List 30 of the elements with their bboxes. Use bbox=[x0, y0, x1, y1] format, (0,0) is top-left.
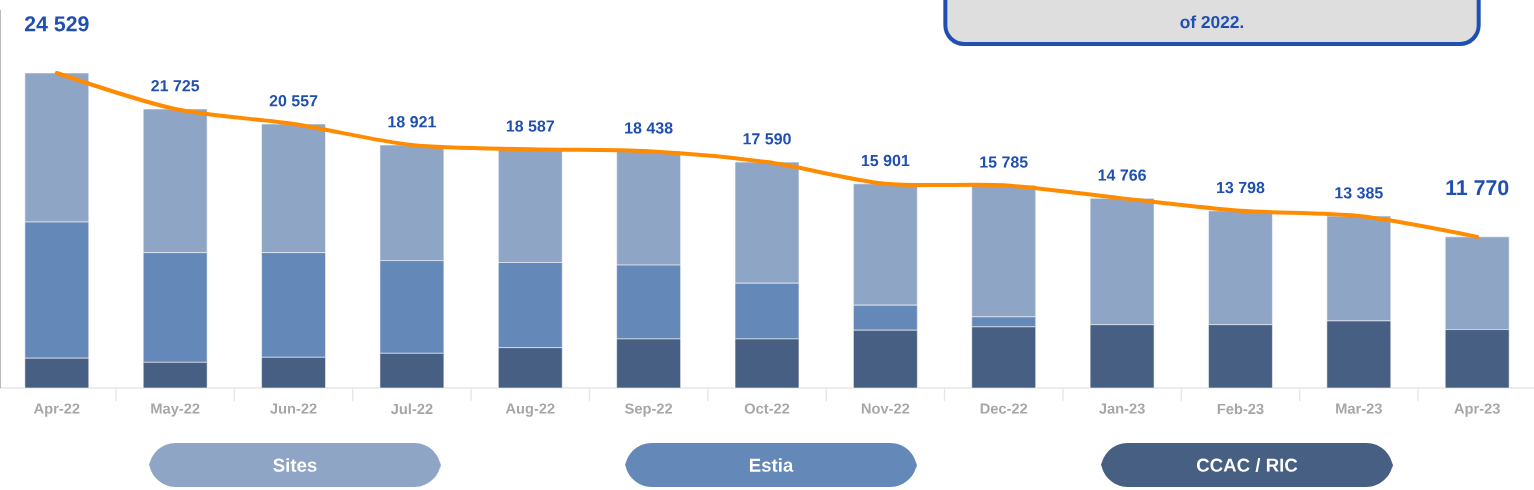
text: Sites bbox=[273, 458, 317, 472]
x-tick-label: Apr-22 bbox=[33, 403, 80, 417]
data-label: 21 725 bbox=[151, 80, 200, 92]
x-tick-label: Sep-22 bbox=[625, 403, 673, 417]
annotation: of 2022. bbox=[1180, 15, 1244, 29]
data-label: 11 770 bbox=[1446, 180, 1509, 196]
data-label: 18 921 bbox=[388, 116, 436, 128]
x-tick-label: Feb-23 bbox=[1217, 403, 1264, 415]
x-tick-label: Dec-22 bbox=[980, 403, 1028, 414]
data-label: 18 587 bbox=[506, 120, 555, 132]
text: Estia bbox=[749, 458, 794, 472]
data-label: 14 766 bbox=[1098, 169, 1146, 181]
x-tick-label: Oct-22 bbox=[744, 403, 790, 414]
x-tick-label: Jan-23 bbox=[1099, 403, 1145, 414]
data-label: 13 798 bbox=[1217, 181, 1265, 194]
text: CCAC / RIC bbox=[1196, 458, 1298, 472]
data-label: 20 557 bbox=[269, 95, 318, 107]
x-tick-label: Nov-22 bbox=[861, 403, 910, 414]
data-label: 24 529 bbox=[24, 16, 89, 32]
x-tick-label: Mar-23 bbox=[1336, 403, 1382, 414]
x-tick-label: Jun-22 bbox=[270, 403, 317, 414]
data-label: 15 785 bbox=[980, 156, 1028, 168]
data-label: 13 385 bbox=[1335, 187, 1383, 199]
x-tick-label: Aug-22 bbox=[505, 403, 555, 417]
x-tick-label: Jul-22 bbox=[390, 403, 433, 415]
x-tick-label: May-22 bbox=[151, 403, 200, 417]
data-label: 18 438 bbox=[625, 122, 673, 134]
data-label: 15 901 bbox=[861, 154, 910, 167]
data-label: 17 590 bbox=[743, 133, 791, 145]
x-tick-label: Apr-23 bbox=[1454, 403, 1500, 417]
